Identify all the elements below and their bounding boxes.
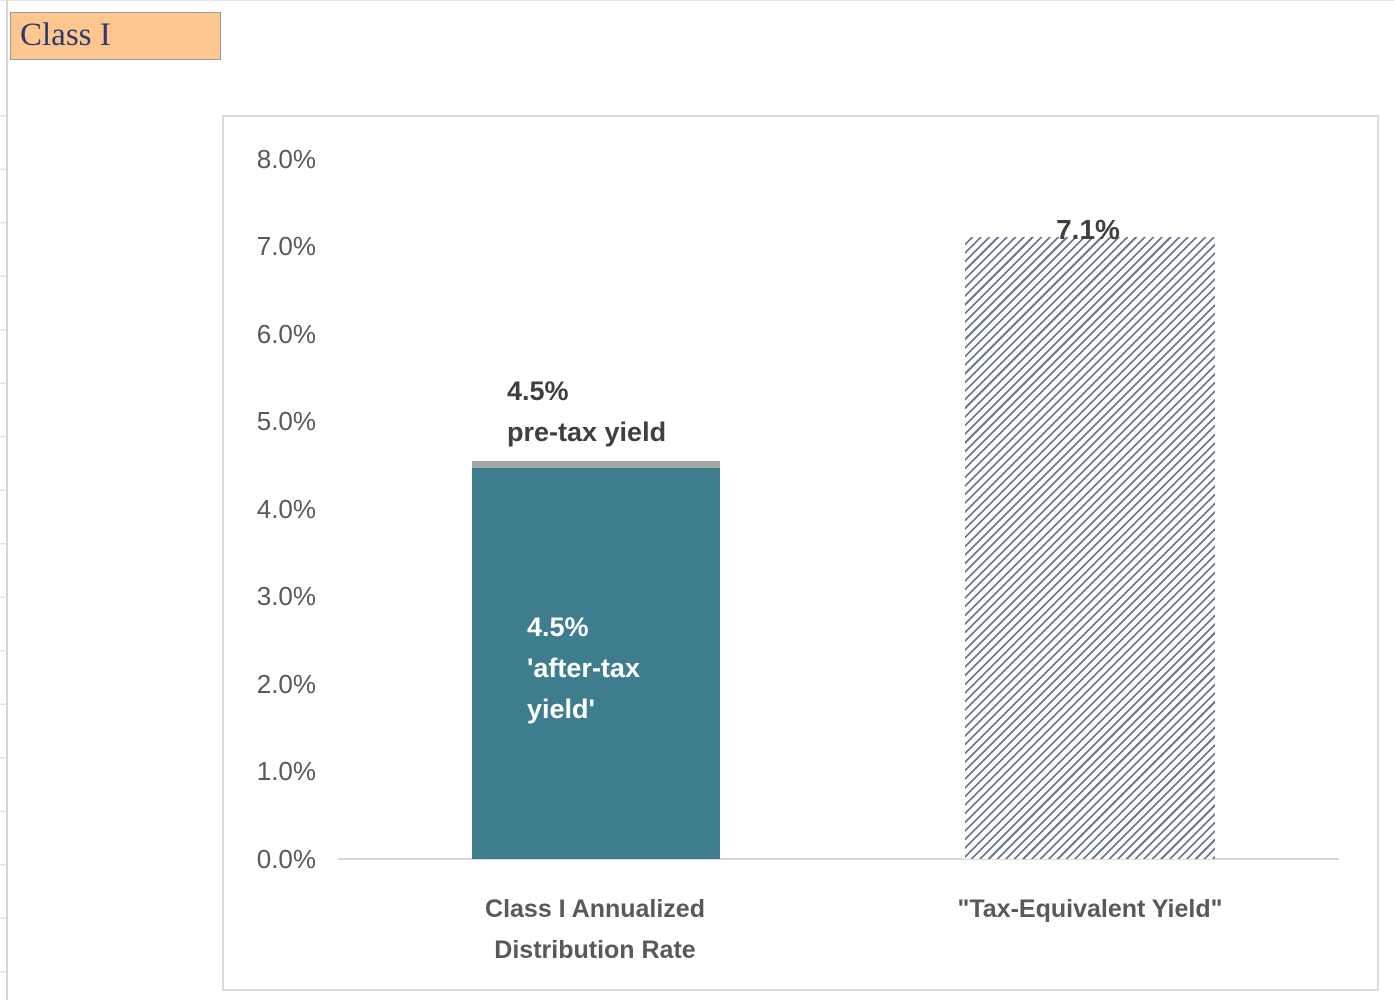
- y-axis-tick-label: 7.0%: [256, 231, 316, 261]
- sheet-row-gridlines: [0, 115, 6, 975]
- chart-area[interactable]: 0.0% 1.0% 2.0% 3.0% 4.0% 5.0% 6.0% 7.0% 8.0% 4.5…: [222, 115, 1379, 991]
- y-axis-tick-label: 2.0%: [256, 668, 316, 699]
- class-i-cell[interactable]: Class I: [10, 12, 221, 60]
- y-axis-tick-label: 3.0%: [256, 581, 316, 611]
- pre-tax-yield-value-label: 4.5% pre-tax yield: [507, 376, 667, 447]
- category-label-class-i-distribution: Class I Annualized Distribution Rate: [485, 895, 705, 964]
- y-axis-tick-label: 8.0%: [256, 143, 316, 174]
- y-axis-tick-label: 6.0%: [256, 318, 316, 349]
- y-axis-tick-label: 0.0%: [256, 843, 316, 874]
- bar-segment-pre-tax-increment-cap[interactable]: [472, 461, 720, 469]
- bar-segment-after-tax-yield[interactable]: [472, 468, 720, 859]
- after-tax-yield-value-label: 4.5% 'after-tax yield': [527, 612, 640, 724]
- y-axis-tick-label: 4.0%: [256, 493, 316, 524]
- y-axis-tick-label: 1.0%: [256, 756, 316, 786]
- bar-segment-tax-equivalent-yield[interactable]: [965, 237, 1215, 859]
- x-axis-line: [338, 857, 1339, 860]
- sheet-top-gridline: [0, 0, 1394, 1]
- y-axis-tick-label: 5.0%: [256, 406, 316, 436]
- tax-equivalent-yield-value-label: 7.1%: [1056, 214, 1120, 245]
- category-label-tax-equivalent-yield: "Tax-Equivalent Yield": [957, 895, 1223, 923]
- sheet-column-gridline: [6, 0, 8, 1000]
